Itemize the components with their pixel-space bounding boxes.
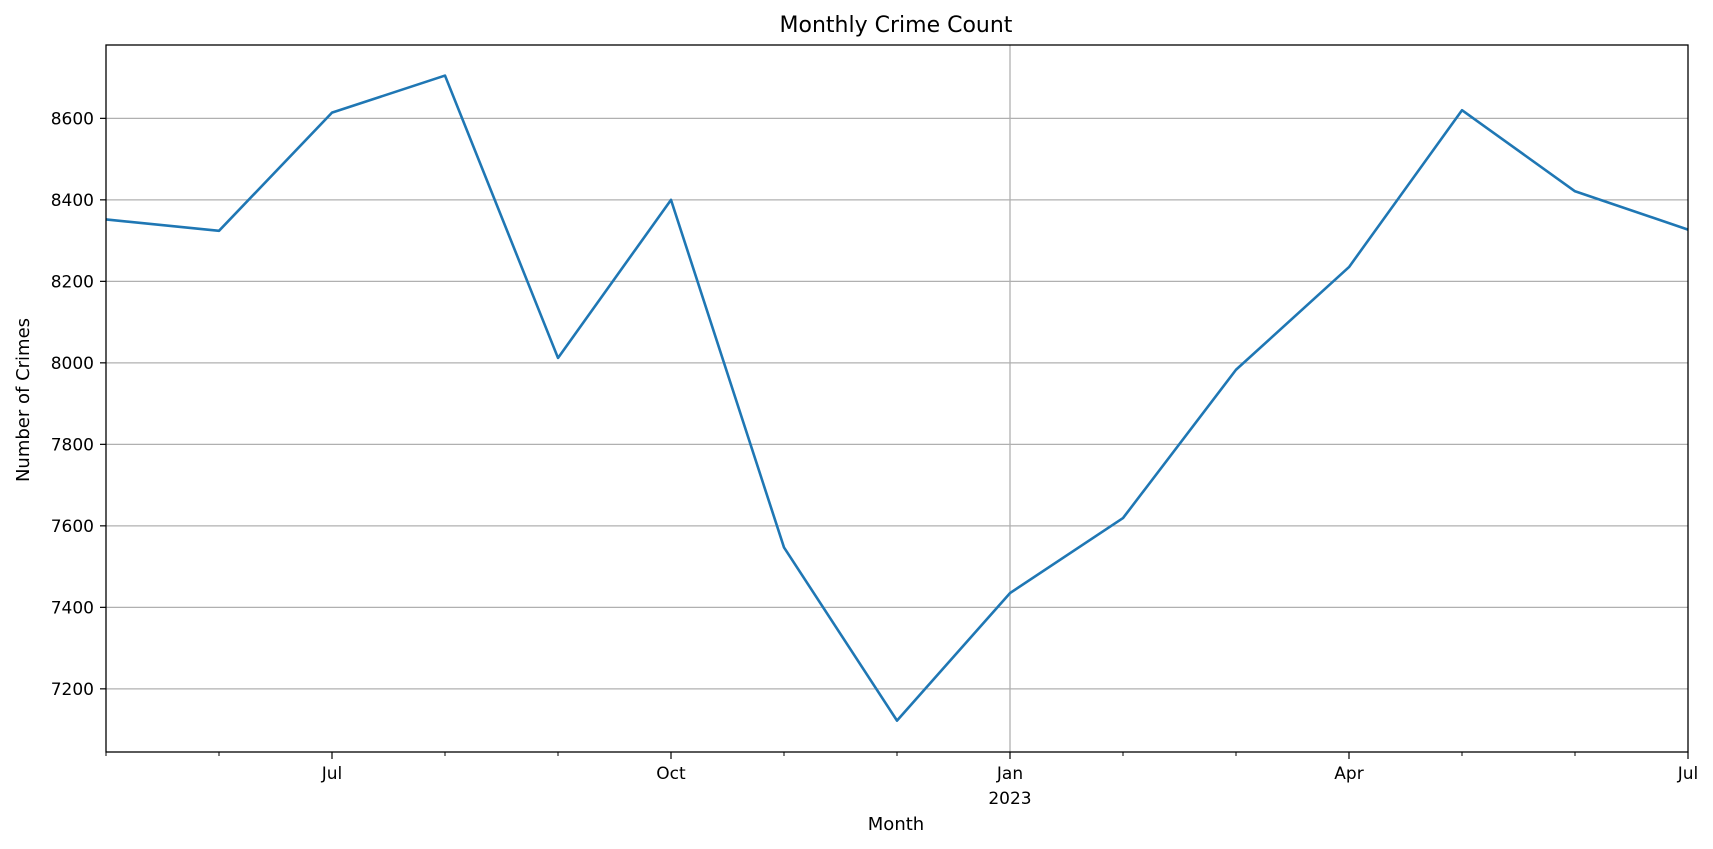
x-tick-label: Jan <box>996 764 1023 784</box>
y-tick-label: 7800 <box>51 435 94 455</box>
x-tick-label: Oct <box>656 764 686 784</box>
y-tick-label: 7400 <box>51 598 94 618</box>
x-tick-label: Jul <box>321 764 343 784</box>
x-axis-label: Month <box>868 814 924 835</box>
axis-ticks: 7200 7400 7600 7800 8000 8200 8400 8600 Jul Oct Ja… <box>51 109 1699 809</box>
y-tick-label: 8600 <box>51 109 94 129</box>
chart-title: Monthly Crime Count <box>780 13 1013 38</box>
series-line <box>105 74 1689 722</box>
y-tick-label: 8400 <box>51 191 94 211</box>
y-tick-label: 7200 <box>51 680 94 700</box>
y-axis-label: Number of Crimes <box>13 318 34 482</box>
y-tick-label: 8000 <box>51 354 94 374</box>
grid-lines <box>106 45 1688 752</box>
y-tick-label: 8200 <box>51 272 94 292</box>
x-tick-label: Jul <box>1677 764 1699 784</box>
x-tick-sublabel: 2023 <box>988 789 1031 809</box>
x-tick-label: Apr <box>1334 764 1363 784</box>
y-tick-label: 7600 <box>51 517 94 537</box>
